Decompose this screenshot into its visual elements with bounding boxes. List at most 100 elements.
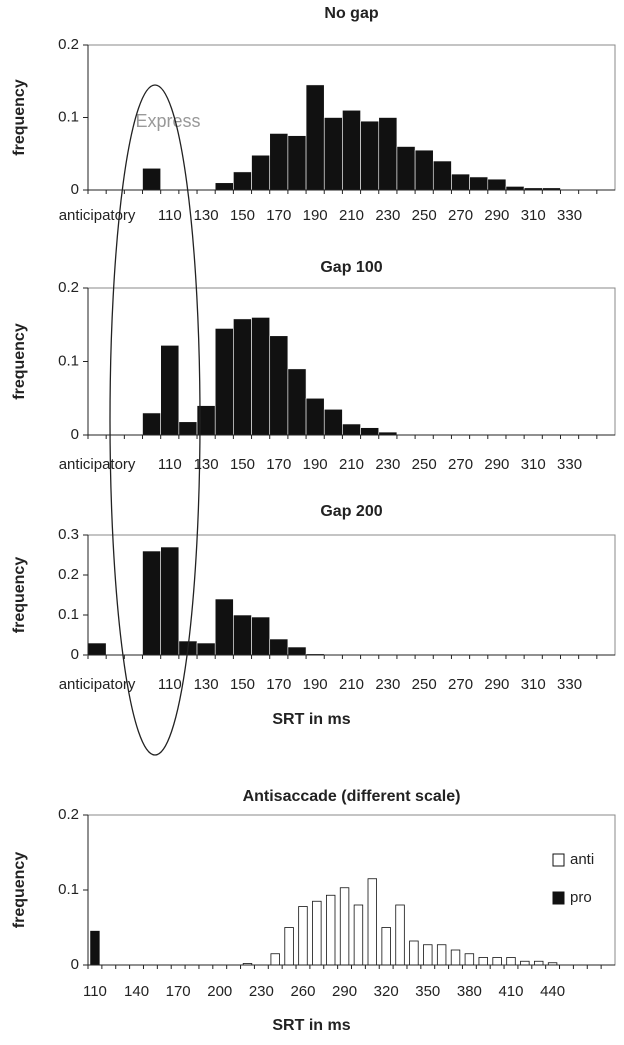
- x-tick-label: 290: [484, 456, 509, 473]
- bar: [214, 328, 234, 436]
- x-tick-label: 130: [194, 676, 219, 693]
- bar: [381, 927, 391, 966]
- x-tick-label: 310: [521, 207, 546, 224]
- bar: [269, 638, 289, 656]
- bar: [287, 135, 307, 191]
- x-tick-label: 410: [498, 983, 523, 1000]
- bar: [492, 957, 502, 966]
- plot-frame: [87, 814, 616, 966]
- bar: [142, 550, 161, 656]
- x-tick-label: 130: [194, 207, 219, 224]
- x-tick-label: 150: [230, 456, 255, 473]
- bar: [432, 160, 452, 191]
- x-tick-label: 250: [412, 456, 437, 473]
- y-tick-label: 0.1: [58, 108, 79, 125]
- x-tick-label: 140: [124, 983, 149, 1000]
- bar: [409, 940, 419, 966]
- x-tick-label: 230: [375, 207, 400, 224]
- chart-title: Gap 100: [320, 259, 382, 276]
- x-tick-label: 290: [484, 207, 509, 224]
- x-tick-label: 330: [557, 676, 582, 693]
- x-tick-label: 170: [266, 676, 291, 693]
- bar: [214, 182, 234, 191]
- x-tick-label: 150: [230, 676, 255, 693]
- bar: [506, 957, 516, 966]
- chart-title: Antisaccade (different scale): [243, 788, 461, 805]
- legend-swatch: [552, 853, 565, 867]
- bar: [342, 109, 361, 191]
- bar: [414, 149, 434, 191]
- x-tick-label: 270: [448, 456, 473, 473]
- x-tick-label: 170: [266, 456, 291, 473]
- x-tick-label: 350: [415, 983, 440, 1000]
- y-tick-label: 0.2: [58, 36, 79, 53]
- y-axis-label: frequency: [11, 852, 28, 929]
- bar: [396, 146, 416, 191]
- x-tick-label: 380: [457, 983, 482, 1000]
- bar: [269, 335, 289, 436]
- x-tick-label: 290: [332, 983, 357, 1000]
- x-tick-label: 150: [230, 207, 255, 224]
- x-tick-label: 230: [375, 456, 400, 473]
- bar: [520, 960, 530, 966]
- x-tick-label: 270: [448, 676, 473, 693]
- annotation: Express: [135, 111, 200, 131]
- y-tick-label: 0: [71, 426, 79, 443]
- bar: [233, 318, 252, 436]
- x-tick-label: 130: [194, 456, 219, 473]
- legend-label: anti: [570, 851, 594, 868]
- x-tick-label: 200: [207, 983, 232, 1000]
- y-tick-label: 0: [71, 956, 79, 973]
- express-ellipse: [109, 84, 201, 756]
- y-tick-label: 0.1: [58, 606, 79, 623]
- y-tick-label: 0.1: [58, 881, 79, 898]
- x-tick-label: 260: [290, 983, 315, 1000]
- x-tick-label: 110: [158, 676, 182, 693]
- bar: [233, 614, 252, 656]
- bar: [323, 117, 343, 191]
- x-axis-label: SRT in ms: [272, 1017, 350, 1034]
- legend-swatch: [552, 891, 565, 905]
- bar: [287, 368, 307, 436]
- x-tick-label: 170: [166, 983, 191, 1000]
- bar: [270, 953, 280, 966]
- bar: [464, 953, 475, 966]
- bar: [298, 906, 308, 966]
- legend-label: pro: [570, 889, 592, 906]
- bar: [142, 167, 161, 191]
- y-axis-label: frequency: [11, 557, 28, 634]
- bar: [287, 646, 307, 656]
- x-tick-label: 330: [557, 456, 582, 473]
- y-axis-label: frequency: [11, 323, 28, 400]
- bar: [305, 397, 325, 436]
- x-tick-label: 250: [412, 676, 437, 693]
- bar: [451, 173, 470, 191]
- bar: [325, 894, 336, 966]
- chart-title: No gap: [324, 5, 378, 22]
- x-tick-label: 110: [83, 983, 107, 1000]
- bar: [378, 117, 398, 191]
- bar: [360, 120, 380, 191]
- chart-title: Gap 200: [320, 503, 382, 520]
- bar: [251, 317, 271, 436]
- x-tick-label: 210: [339, 207, 364, 224]
- y-tick-label: 0.3: [58, 526, 79, 543]
- x-tick-label: 440: [540, 983, 565, 1000]
- y-tick-label: 0.1: [58, 352, 79, 369]
- x-tick-label: anticipatory: [59, 207, 136, 224]
- bar: [342, 423, 361, 436]
- y-axis-label: frequency: [11, 79, 28, 156]
- bar: [142, 412, 161, 436]
- bar: [436, 944, 447, 966]
- x-tick-label: 190: [303, 676, 328, 693]
- bar: [87, 642, 107, 656]
- x-tick-label: anticipatory: [59, 676, 136, 693]
- bar: [312, 900, 322, 966]
- x-tick-label: 210: [339, 676, 364, 693]
- bar: [160, 345, 180, 436]
- bar: [251, 154, 271, 191]
- bar: [323, 408, 343, 436]
- bar: [423, 944, 433, 966]
- y-tick-label: 0.2: [58, 279, 79, 296]
